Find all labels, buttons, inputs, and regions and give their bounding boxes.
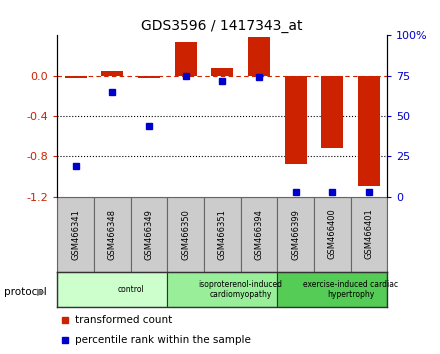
Title: GDS3596 / 1417343_at: GDS3596 / 1417343_at <box>141 19 303 33</box>
Bar <box>285 76 307 164</box>
Bar <box>248 38 270 76</box>
Bar <box>175 42 197 76</box>
Text: isoproterenol-induced
cardiomyopathy: isoproterenol-induced cardiomyopathy <box>198 280 282 299</box>
Bar <box>277 196 314 272</box>
Text: GSM466350: GSM466350 <box>181 209 190 259</box>
Text: control: control <box>117 285 144 294</box>
Text: GSM466351: GSM466351 <box>218 209 227 259</box>
Bar <box>57 272 167 308</box>
Bar <box>241 196 277 272</box>
Text: GSM466349: GSM466349 <box>144 209 154 259</box>
Bar <box>321 76 343 148</box>
Bar <box>358 76 380 187</box>
Bar <box>211 68 233 76</box>
Bar <box>277 272 387 308</box>
Text: GSM466348: GSM466348 <box>108 209 117 259</box>
Text: GSM466399: GSM466399 <box>291 209 300 259</box>
Bar <box>138 76 160 78</box>
Bar <box>94 196 131 272</box>
Bar <box>351 196 387 272</box>
Bar <box>57 196 94 272</box>
Text: protocol: protocol <box>4 287 47 297</box>
Bar <box>131 196 167 272</box>
Text: GSM466341: GSM466341 <box>71 209 80 259</box>
Text: GSM466394: GSM466394 <box>254 209 264 259</box>
Bar <box>167 272 277 308</box>
Bar <box>204 196 241 272</box>
Bar <box>314 196 351 272</box>
Bar <box>65 76 87 78</box>
Bar <box>167 196 204 272</box>
Text: GSM466400: GSM466400 <box>328 209 337 259</box>
Bar <box>101 71 123 76</box>
Text: ▶: ▶ <box>37 287 45 297</box>
Text: transformed count: transformed count <box>75 314 172 325</box>
Text: GSM466401: GSM466401 <box>364 209 374 259</box>
Text: exercise-induced cardiac
hypertrophy: exercise-induced cardiac hypertrophy <box>303 280 398 299</box>
Text: percentile rank within the sample: percentile rank within the sample <box>75 335 251 345</box>
